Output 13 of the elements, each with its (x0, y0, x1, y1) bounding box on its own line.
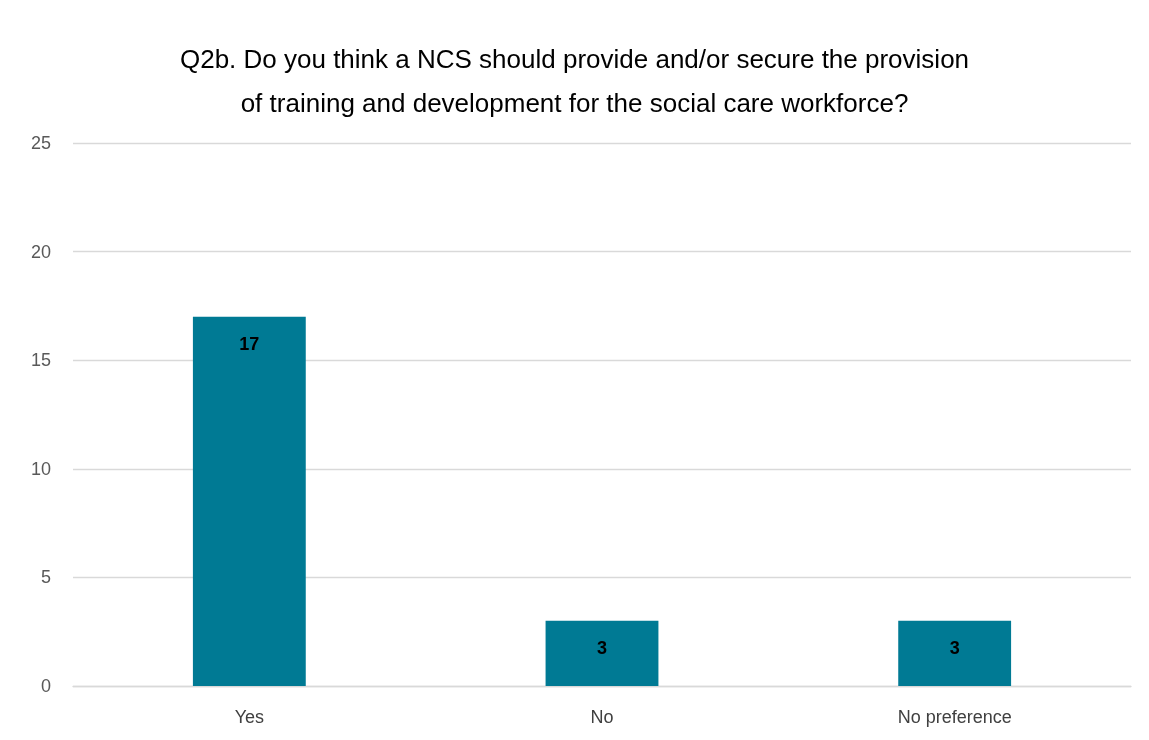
y-tick-label: 25 (30, 133, 51, 153)
x-tick-label: Yes (234, 707, 265, 727)
chart-title: Q2b. Do you think a NCS should provide and/or secure the provision of training and development for the social care workforce? (179, 44, 970, 118)
y-tick-label: 10 (30, 458, 51, 479)
data-label: 3 (949, 637, 960, 658)
x-tick-label: No preference (897, 707, 1012, 727)
y-tick-label: 0 (40, 676, 51, 696)
y-tick-label: 15 (30, 350, 51, 371)
y-tick-label: 5 (40, 567, 51, 588)
data-label: 17 (239, 333, 260, 354)
y-tick-label: 20 (30, 241, 51, 262)
data-label: 3 (596, 637, 608, 658)
x-tick-label: No (590, 707, 614, 727)
